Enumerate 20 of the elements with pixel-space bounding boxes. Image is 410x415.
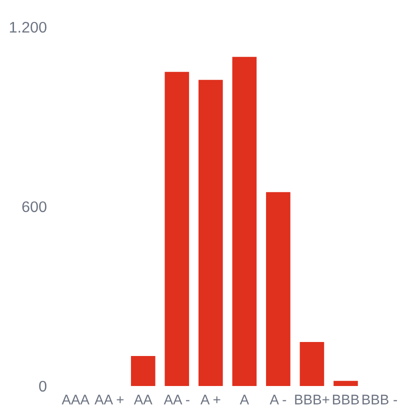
bar (164, 72, 190, 386)
y-tick-label: 600 (22, 201, 46, 212)
bar (130, 356, 156, 386)
bar (232, 56, 257, 386)
x-tick-label: BBB (332, 394, 359, 404)
x-tick-label: AA - (164, 394, 190, 404)
bar (334, 380, 358, 386)
x-tick-label: BBB - (362, 394, 398, 404)
bar (266, 192, 290, 386)
x-tick-label: AAA (62, 394, 90, 404)
x-tick-label: AA (134, 394, 152, 404)
x-tick-label: A (240, 394, 250, 404)
y-tick-label: 0 (39, 380, 46, 392)
x-tick-label: A + (200, 394, 220, 404)
y-tick-label: 1.200 (10, 22, 46, 33)
bar (198, 80, 223, 386)
x-tick-label: BBB+ (295, 394, 330, 404)
x-tick-label: AA + (94, 394, 124, 404)
bar (300, 342, 324, 386)
x-tick-label: A - (270, 394, 286, 404)
